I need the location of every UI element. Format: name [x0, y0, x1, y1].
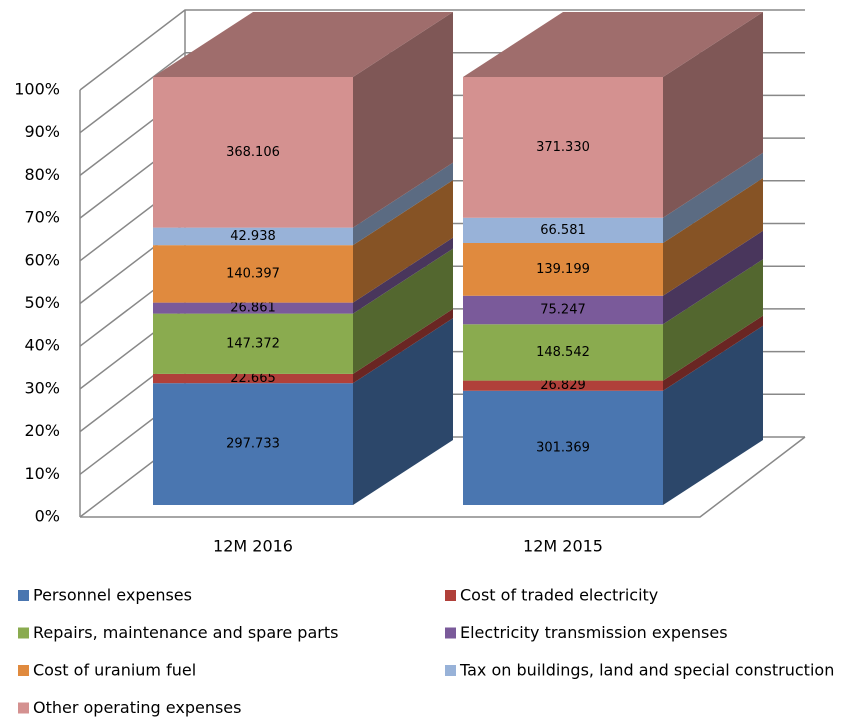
- bar-side: [353, 180, 453, 303]
- x-tick-label: 12M 2016: [213, 537, 293, 556]
- legend-swatch: [445, 590, 456, 601]
- bar: [463, 77, 663, 218]
- legend-swatch: [445, 627, 456, 639]
- data-label: 371.330: [536, 140, 590, 155]
- bar-side: [663, 259, 763, 381]
- bar: [463, 295, 663, 325]
- legend-label: Electricity transmission expenses: [460, 623, 728, 642]
- legend-label: Cost of uranium fuel: [33, 661, 196, 680]
- y-tick-label: 80%: [24, 165, 60, 184]
- bar-side: [663, 12, 763, 218]
- data-label: 139.199: [536, 262, 590, 277]
- bar-side: [353, 248, 453, 374]
- bar-side: [663, 325, 763, 505]
- y-tick-label: 40%: [24, 336, 60, 355]
- data-label: 26.829: [540, 378, 586, 393]
- y-tick-label: 100%: [14, 80, 60, 99]
- bar: [153, 313, 353, 374]
- data-label: 368.106: [226, 145, 280, 160]
- bar: [153, 77, 353, 228]
- bar-side: [353, 237, 453, 314]
- y-tick-label: 20%: [24, 421, 60, 440]
- data-label: 147.372: [226, 336, 280, 351]
- data-label: 22.665: [230, 371, 276, 386]
- legend: Personnel expenses Cost of traded electri…: [18, 586, 834, 717]
- legend-swatch: [18, 627, 29, 639]
- data-label: 75.247: [540, 303, 586, 318]
- bar-side: [353, 318, 453, 505]
- bar: [153, 227, 353, 246]
- legend-label: Personnel expenses: [33, 586, 192, 605]
- legend-swatch: [18, 590, 29, 601]
- bar-side: [663, 177, 763, 296]
- bar-top: [153, 12, 453, 77]
- y-tick-label: 30%: [24, 378, 60, 397]
- data-label: 148.542: [536, 345, 590, 360]
- bar-side: [663, 152, 763, 243]
- bar-side: [663, 315, 763, 391]
- bar-side: [663, 230, 763, 325]
- legend-label: Other operating expenses: [33, 698, 241, 717]
- x-tick-label: 12M 2015: [523, 537, 603, 556]
- data-label: 66.581: [540, 223, 586, 238]
- y-tick-label: 0%: [35, 507, 60, 526]
- bar-top: [463, 12, 763, 77]
- bar: [153, 383, 353, 505]
- bar: [153, 302, 353, 314]
- bar-side: [353, 162, 453, 246]
- data-label: 26.861: [230, 301, 276, 316]
- bar: [463, 242, 663, 296]
- bar: [463, 380, 663, 391]
- data-label: 42.938: [230, 229, 276, 244]
- legend-label: Repairs, maintenance and spare parts: [33, 623, 338, 642]
- bar: [463, 390, 663, 505]
- legend-label: Tax on buildings, land and special const…: [459, 661, 834, 680]
- y-tick-label: 60%: [24, 250, 60, 269]
- legend-swatch: [18, 702, 29, 714]
- y-tick-label: 90%: [24, 122, 60, 141]
- data-label: 297.733: [226, 437, 280, 452]
- bar: [463, 324, 663, 381]
- y-tick-label: 70%: [24, 208, 60, 227]
- y-tick-label: 10%: [24, 464, 60, 483]
- bar: [153, 245, 353, 303]
- bar-side: [353, 12, 453, 228]
- legend-label: Cost of traded electricity: [460, 586, 658, 605]
- bar: [153, 373, 353, 384]
- bars: 12M 2016 297.733 22.665 147.372 26.861 140.39…: [153, 12, 763, 556]
- legend-swatch: [18, 665, 29, 676]
- data-label: 140.397: [226, 266, 280, 281]
- y-tick-label: 50%: [24, 293, 60, 312]
- floor: [80, 436, 806, 518]
- legend-swatch: [445, 665, 456, 676]
- bar: [463, 217, 663, 243]
- bar-side: [353, 308, 453, 384]
- data-label: 301.369: [536, 440, 590, 455]
